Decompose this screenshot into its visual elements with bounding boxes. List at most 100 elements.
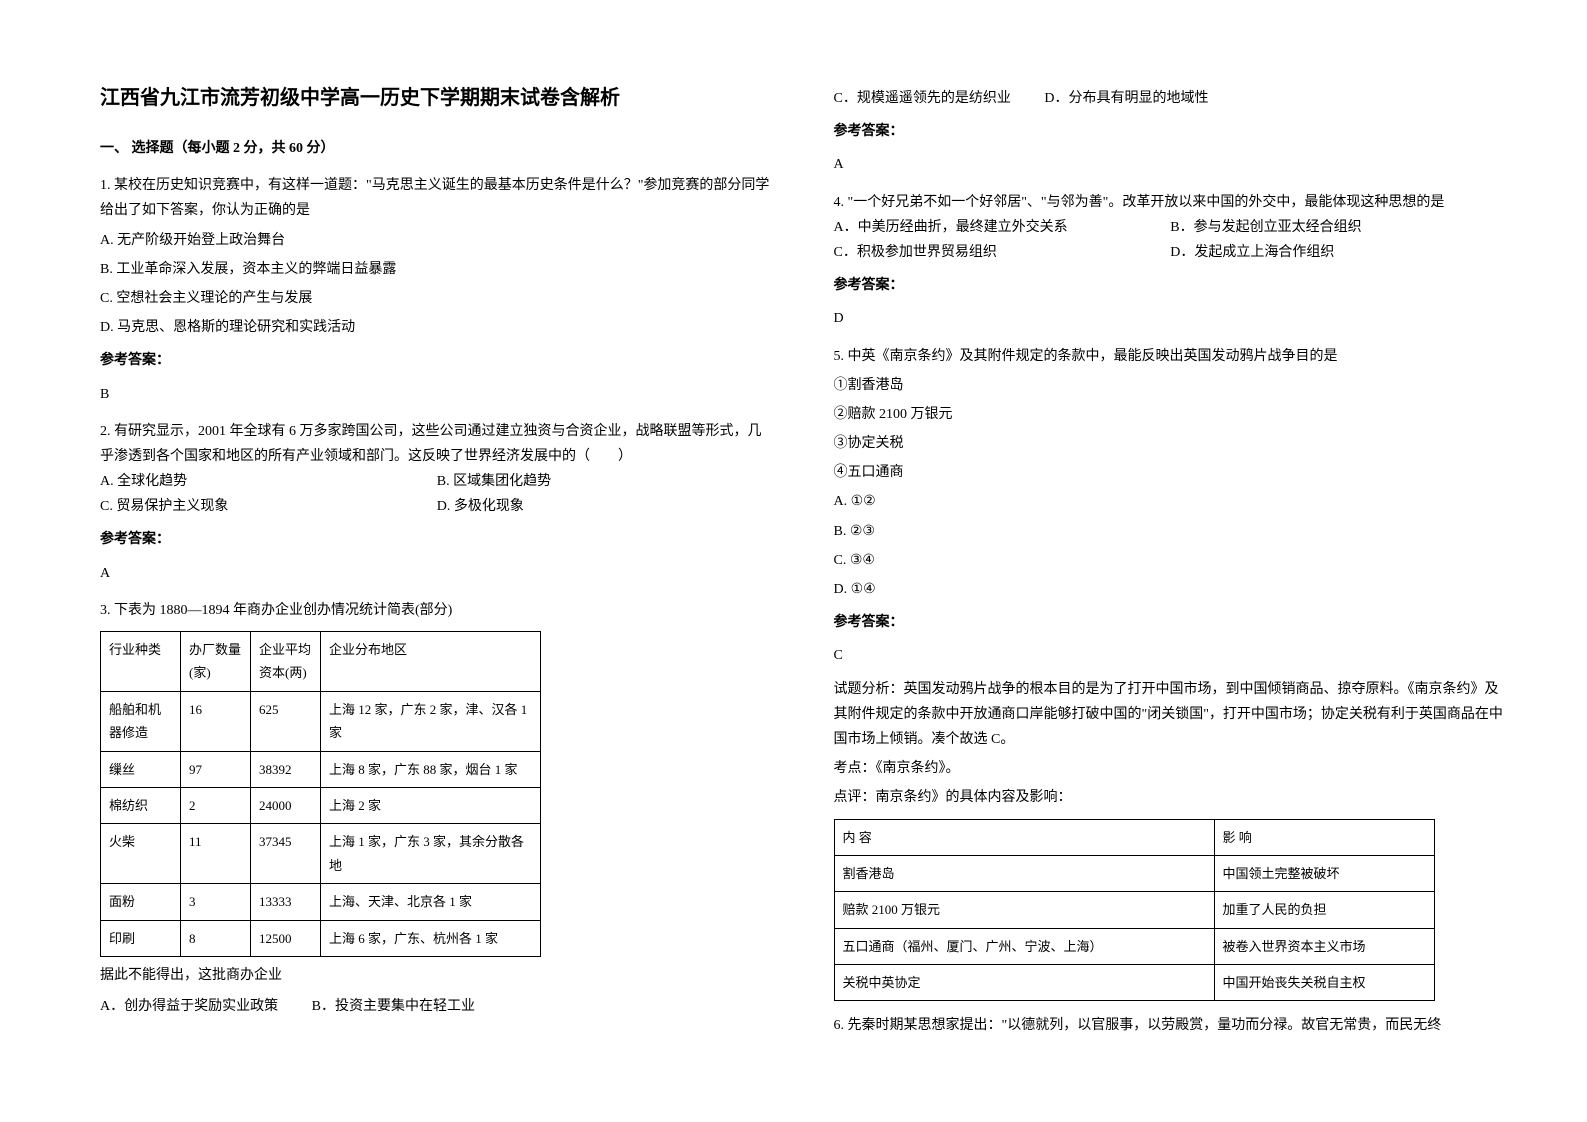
item-1: ①割香港岛 — [834, 373, 1508, 398]
table-header-cell: 办厂数量(家) — [181, 632, 251, 692]
option-a: A. ①② — [834, 489, 1508, 514]
table-row: 关税中英协定 中国开始丧失关税自主权 — [834, 965, 1434, 1001]
option-c: C. 贸易保护主义现象 — [100, 494, 437, 519]
option-b: B．投资主要集中在轻工业 — [312, 994, 475, 1019]
option-a: A. 全球化趋势 — [100, 469, 437, 494]
question-text: 4. "一个好兄弟不如一个好邻居"、"与邻为善"。改革开放以来中国的外交中，最能… — [834, 190, 1508, 215]
option-a: A．创办得益于奖励实业政策 — [100, 994, 278, 1019]
enterprise-table: 行业种类 办厂数量(家) 企业平均资本(两) 企业分布地区 船舶和机器修造 16… — [100, 631, 541, 957]
left-column: 江西省九江市流芳初级中学高一历史下学期期末试卷含解析 一、 选择题（每小题 2 … — [100, 80, 774, 1039]
table-cell: 上海 8 家，广东 88 家，烟台 1 家 — [321, 751, 541, 787]
question-6: 6. 先秦时期某思想家提出："以德就列，以官服事，以劳殿赏，量功而分禄。故官无常… — [834, 1013, 1508, 1038]
table-cell: 关税中英协定 — [834, 965, 1214, 1001]
option-b: B. 工业革命深入发展，资本主义的弊端日益暴露 — [100, 257, 774, 282]
table-cell: 38392 — [251, 751, 321, 787]
analysis-text: 试题分析：英国发动鸦片战争的根本目的是为了打开中国市场，到中国倾销商品、掠夺原料… — [834, 677, 1508, 753]
table-cell: 印刷 — [101, 920, 181, 956]
answer-label: 参考答案： — [834, 119, 1508, 144]
question-1: 1. 某校在历史知识竞赛中，有这样一道题："马克思主义诞生的最基本历史条件是什么… — [100, 173, 774, 407]
table-cell: 625 — [251, 691, 321, 751]
table-row: 赔款 2100 万银元 加重了人民的负担 — [834, 892, 1434, 928]
analysis-comment: 点评：南京条约》的具体内容及影响： — [834, 785, 1508, 810]
option-a: A. 无产阶级开始登上政治舞台 — [100, 228, 774, 253]
analysis-point: 考点：《南京条约》。 — [834, 756, 1508, 781]
answer-label: 参考答案： — [100, 527, 774, 552]
table-row: 缫丝 97 38392 上海 8 家，广东 88 家，烟台 1 家 — [101, 751, 541, 787]
option-d: D．发起成立上海合作组织 — [1170, 240, 1507, 265]
answer-value: A — [100, 561, 774, 586]
answer-value: A — [834, 152, 1508, 177]
table-row: 火柴 11 37345 上海 1 家，广东 3 家，其余分散各地 — [101, 824, 541, 884]
table-row: 面粉 3 13333 上海、天津、北京各 1 家 — [101, 884, 541, 920]
exam-title: 江西省九江市流芳初级中学高一历史下学期期末试卷含解析 — [100, 80, 774, 116]
table-header-cell: 企业平均资本(两) — [251, 632, 321, 692]
table-row: 船舶和机器修造 16 625 上海 12 家，广东 2 家，津、汉各 1 家 — [101, 691, 541, 751]
question-4: 4. "一个好兄弟不如一个好邻居"、"与邻为善"。改革开放以来中国的外交中，最能… — [834, 190, 1508, 332]
option-b: B. ②③ — [834, 519, 1508, 544]
question-text: 5. 中英《南京条约》及其附件规定的条款中，最能反映出英国发动鸦片战争目的是 — [834, 344, 1508, 369]
answer-label: 参考答案： — [834, 273, 1508, 298]
table-cell: 上海、天津、北京各 1 家 — [321, 884, 541, 920]
option-b: B. 区域集团化趋势 — [437, 469, 774, 494]
table-cell: 棉纺织 — [101, 787, 181, 823]
table-row: 五口通商（福州、厦门、广州、宁波、上海） 被卷入世界资本主义市场 — [834, 928, 1434, 964]
answer-value: C — [834, 643, 1508, 668]
table-cell: 赔款 2100 万银元 — [834, 892, 1214, 928]
table-header-cell: 行业种类 — [101, 632, 181, 692]
table-cell: 面粉 — [101, 884, 181, 920]
table-cell: 上海 12 家，广东 2 家，津、汉各 1 家 — [321, 691, 541, 751]
item-4: ④五口通商 — [834, 460, 1508, 485]
question-text: 2. 有研究显示，2001 年全球有 6 万多家跨国公司，这些公司通过建立独资与… — [100, 419, 774, 469]
table-header-cell: 影 响 — [1214, 819, 1434, 855]
question-3: 3. 下表为 1880—1894 年商办企业创办情况统计简表(部分) 行业种类 … — [100, 598, 774, 1019]
table-cell: 加重了人民的负担 — [1214, 892, 1434, 928]
table-cell: 中国领土完整被破坏 — [1214, 855, 1434, 891]
table-cell: 割香港岛 — [834, 855, 1214, 891]
table-cell: 97 — [181, 751, 251, 787]
table-cell: 船舶和机器修造 — [101, 691, 181, 751]
answer-value: D — [834, 306, 1508, 331]
right-column: C．规模遥遥领先的是纺织业 D．分布具有明显的地域性 参考答案： A 4. "一… — [834, 80, 1508, 1039]
table-cell: 8 — [181, 920, 251, 956]
table-cell: 五口通商（福州、厦门、广州、宁波、上海） — [834, 928, 1214, 964]
option-c: C. 空想社会主义理论的产生与发展 — [100, 286, 774, 311]
table-cell: 上海 1 家，广东 3 家，其余分散各地 — [321, 824, 541, 884]
table-cell: 上海 2 家 — [321, 787, 541, 823]
item-3: ③协定关税 — [834, 431, 1508, 456]
table-cell: 上海 6 家，广东、杭州各 1 家 — [321, 920, 541, 956]
question-text: 6. 先秦时期某思想家提出："以德就列，以官服事，以劳殿赏，量功而分禄。故官无常… — [834, 1013, 1508, 1038]
item-2: ②赔款 2100 万银元 — [834, 402, 1508, 427]
option-a: A．中美历经曲折，最终建立外交关系 — [834, 215, 1171, 240]
table-row: 棉纺织 2 24000 上海 2 家 — [101, 787, 541, 823]
option-d: D. 马克思、恩格斯的理论研究和实践活动 — [100, 315, 774, 340]
option-b: B．参与发起创立亚太经合组织 — [1170, 215, 1507, 240]
table-cell: 13333 — [251, 884, 321, 920]
question-2: 2. 有研究显示，2001 年全球有 6 万多家跨国公司，这些公司通过建立独资与… — [100, 419, 774, 586]
table-cell: 3 — [181, 884, 251, 920]
table-cell: 37345 — [251, 824, 321, 884]
table-cell: 被卷入世界资本主义市场 — [1214, 928, 1434, 964]
table-cell: 2 — [181, 787, 251, 823]
option-d: D. 多极化现象 — [437, 494, 774, 519]
table-row: 印刷 8 12500 上海 6 家，广东、杭州各 1 家 — [101, 920, 541, 956]
question-5: 5. 中英《南京条约》及其附件规定的条款中，最能反映出英国发动鸦片战争目的是 ①… — [834, 344, 1508, 1002]
table-cell: 16 — [181, 691, 251, 751]
option-d: D. ①④ — [834, 577, 1508, 602]
option-d: D．分布具有明显的地域性 — [1044, 86, 1208, 111]
answer-label: 参考答案： — [834, 610, 1508, 635]
table-cell: 火柴 — [101, 824, 181, 884]
answer-label: 参考答案： — [100, 348, 774, 373]
table-cell: 中国开始丧失关税自主权 — [1214, 965, 1434, 1001]
table-header-cell: 内 容 — [834, 819, 1214, 855]
treaty-table: 内 容 影 响 割香港岛 中国领土完整被破坏 赔款 2100 万银元 加重了人民… — [834, 819, 1435, 1002]
option-c: C．积极参加世界贸易组织 — [834, 240, 1171, 265]
option-c: C．规模遥遥领先的是纺织业 — [834, 86, 1011, 111]
table-header-row: 内 容 影 响 — [834, 819, 1434, 855]
table-cell: 11 — [181, 824, 251, 884]
table-row: 割香港岛 中国领土完整被破坏 — [834, 855, 1434, 891]
option-c: C. ③④ — [834, 548, 1508, 573]
section-header: 一、 选择题（每小题 2 分，共 60 分） — [100, 136, 774, 161]
question-text: 3. 下表为 1880—1894 年商办企业创办情况统计简表(部分) — [100, 598, 774, 623]
table-header-row: 行业种类 办厂数量(家) 企业平均资本(两) 企业分布地区 — [101, 632, 541, 692]
question-text: 1. 某校在历史知识竞赛中，有这样一道题："马克思主义诞生的最基本历史条件是什么… — [100, 173, 774, 223]
